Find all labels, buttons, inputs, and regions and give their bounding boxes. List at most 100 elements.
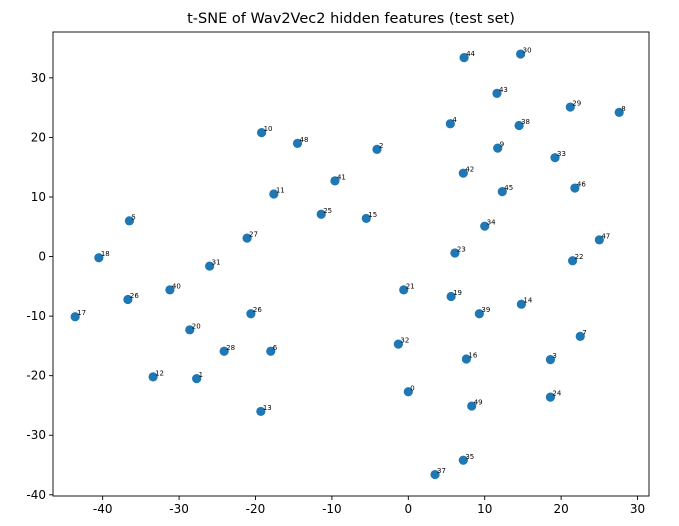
data-point [497,187,507,197]
point-label: 5 [131,213,135,221]
point-label: 10 [264,125,273,133]
data-point [148,372,158,382]
point-label: 1 [199,371,203,379]
data-point [446,291,456,302]
data-point [474,309,484,319]
data-point [70,312,80,322]
data-point [492,88,502,98]
point-label: 0 [410,384,414,392]
point-label: 40 [172,282,181,290]
data-point [403,387,413,397]
point-label: 43 [499,86,508,94]
point-label: 27 [249,231,258,239]
point-label: 13 [263,404,272,412]
x-tick-label: -40 [93,502,113,516]
data-point [316,209,326,219]
data-point [192,374,202,384]
y-tick-label: 30 [31,71,46,85]
x-tick-label: 0 [404,502,412,516]
data-point [165,285,175,295]
data-point [459,53,469,63]
data-point [256,406,266,417]
point-label: 37 [437,467,446,475]
data-point [550,153,560,163]
data-point [467,401,477,411]
point-label: 31 [212,259,221,267]
point-label: 32 [400,337,409,345]
data-point [246,309,256,319]
data-point [242,233,252,243]
data-point [458,455,468,465]
y-tick-label: -20 [26,369,46,383]
point-label: 11 [276,187,285,195]
point-label: 2 [379,142,383,150]
point-label: 23 [457,245,466,253]
point-label: 38 [521,118,530,126]
y-axis: -40 -30 -20 -10 0 10 20 30 [26,71,53,502]
point-label: 41 [337,173,346,181]
data-point [450,248,460,258]
x-tick-label: 20 [553,502,568,516]
data-point [514,120,524,131]
data-point [614,107,624,118]
data-point [372,144,382,154]
data-point [393,339,403,349]
point-label: 26 [253,306,262,314]
data-point [219,346,229,356]
point-label: 6 [273,344,278,352]
point-label: 45 [504,184,513,192]
data-point [570,183,580,193]
data-point [458,168,468,178]
point-label: 42 [465,166,474,174]
point-label: 18 [101,250,110,258]
point-label: 8 [621,105,625,113]
point-label: 21 [406,282,415,290]
point-label: 20 [192,322,201,330]
x-axis: -40 -30 -20 -10 0 10 20 30 [93,496,645,516]
point-label: 14 [523,297,532,305]
y-tick-label: -40 [26,488,46,502]
point-label: 35 [465,453,474,461]
data-point [516,49,526,59]
data-point [185,325,195,335]
data-point [445,119,455,129]
data-point [361,213,371,224]
x-tick-label: 30 [630,502,645,516]
point-label: 12 [155,369,164,377]
data-point [461,354,471,364]
point-label: 3 [552,352,556,360]
data-point [399,285,409,295]
data-point [430,469,440,480]
data-point [575,331,585,341]
data-point [330,176,340,186]
point-label: 48 [300,136,309,144]
plot-frame [52,31,650,497]
point-label: 30 [523,47,532,55]
point-label: 34 [487,219,496,227]
data-point [545,354,556,365]
y-tick-label: 20 [31,130,46,144]
point-label: 7 [582,329,586,337]
point-label: 49 [474,399,483,407]
data-point [124,216,135,226]
data-point [480,221,490,231]
data-point [269,189,279,199]
y-tick-label: -10 [26,309,46,323]
data-point [94,253,104,263]
data-point [594,235,604,245]
point-label: 44 [466,50,475,58]
x-tick-label: -20 [246,502,266,516]
point-label: 26 [130,292,139,300]
data-point [493,143,503,153]
point-label: 17 [77,309,86,317]
point-label: 24 [552,390,561,398]
point-label: 19 [453,289,462,297]
data-point [516,299,526,309]
data-point [123,294,133,305]
point-label: 9 [500,141,504,149]
point-label: 22 [575,253,584,261]
point-label: 47 [601,232,610,240]
y-tick-label: 10 [31,190,46,204]
data-point [292,138,303,148]
